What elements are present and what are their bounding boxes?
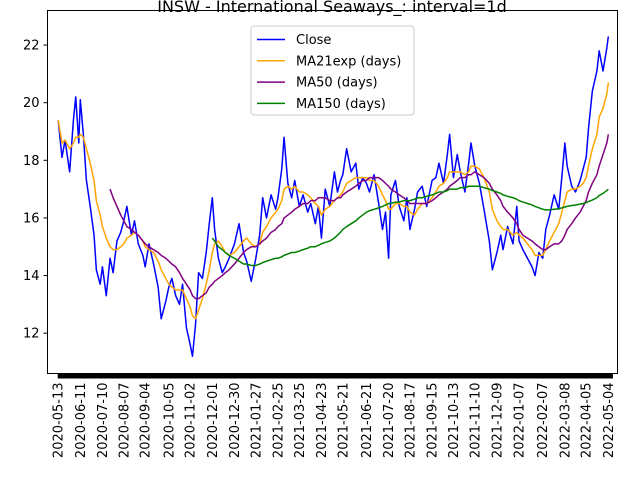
x-axis: 2020-05-13 2020-06-11 2020-07-10 2020-08-07… — [52, 373, 617, 459]
y-tick-label: 22 — [23, 39, 40, 54]
x-tick-label: 2021-12-09 — [490, 383, 505, 459]
legend-label: MA50 (days) — [296, 76, 378, 91]
x-tick-label: 2021-05-21 — [336, 383, 351, 459]
y-tick-label: 14 — [23, 269, 40, 284]
x-tick-label: 2020-10-05 — [162, 383, 177, 459]
x-tick-label: 2020-09-04 — [139, 383, 154, 459]
legend-label: Close — [296, 33, 331, 48]
legend: Close MA21exp (days) MA50 (days) MA150 (day… — [250, 25, 415, 116]
legend-label: MA21exp (days) — [296, 54, 401, 69]
x-tick-label: 2021-02-25 — [271, 383, 286, 459]
x-minor-tick-band — [58, 373, 613, 379]
series-layer — [57, 36, 610, 357]
x-tick-label: 2021-10-13 — [447, 383, 462, 459]
y-tick-label: 12 — [23, 327, 40, 342]
y-tick-label: 16 — [23, 211, 40, 226]
x-tick-label: 2020-08-07 — [117, 383, 132, 459]
x-tick-label: 2020-12-01 — [206, 383, 221, 459]
x-tick-label: 2020-06-11 — [74, 383, 89, 459]
x-tick-label: 2021-07-20 — [382, 383, 397, 459]
x-tick-label: 2022-03-08 — [558, 383, 573, 459]
x-tick-label: 2020-12-30 — [228, 383, 243, 459]
x-tick-label: 2021-11-10 — [468, 383, 483, 459]
chart-title: INSW - International Seaways_: interval=… — [157, 0, 507, 17]
y-tick-label: 20 — [23, 96, 40, 111]
y-axis: 12 14 16 18 20 22 — [23, 39, 48, 342]
x-tick-label: 2022-02-07 — [536, 383, 551, 459]
x-tick-label: 2020-11-02 — [184, 383, 199, 459]
x-tick-label: 2020-05-13 — [52, 383, 67, 459]
x-tick-label: 2021-08-17 — [403, 383, 418, 459]
legend-label: MA150 (days) — [296, 97, 386, 112]
x-tick-label: 2021-03-25 — [293, 383, 308, 459]
x-tick-label: 2020-07-10 — [96, 383, 111, 459]
x-tick-label: 2021-04-23 — [315, 383, 330, 459]
x-tick-label: 2021-06-21 — [360, 383, 375, 459]
series-line-ma50-days — [109, 134, 610, 300]
x-tick-label: 2021-09-15 — [426, 383, 441, 459]
x-tick-label: 2022-04-05 — [580, 383, 595, 459]
legend-box — [250, 25, 415, 116]
x-tick-label: 2022-05-04 — [602, 383, 617, 459]
x-tick-label: 2022-01-07 — [513, 383, 528, 459]
x-tick-label: 2021-01-27 — [249, 383, 264, 459]
y-tick-label: 18 — [23, 154, 40, 169]
series-line-ma150-days — [211, 185, 609, 267]
